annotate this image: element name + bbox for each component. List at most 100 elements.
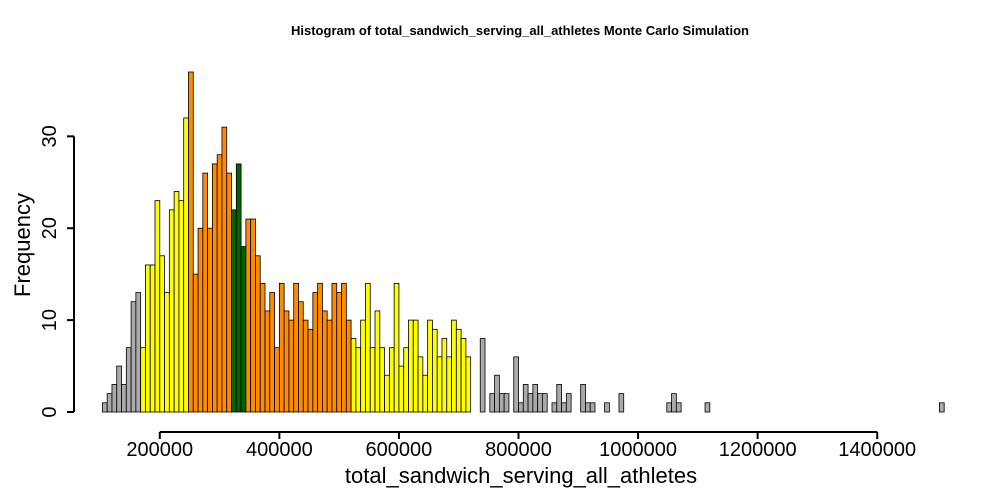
histogram-bar [618, 393, 625, 413]
histogram-bar [235, 163, 242, 413]
histogram-bar [302, 319, 309, 413]
histogram-bar [202, 172, 209, 413]
histogram-bar [580, 384, 586, 413]
histogram-bar [527, 393, 534, 413]
chart-title: Histogram of total_sandwich_serving_all_… [291, 23, 749, 38]
histogram-bar [188, 71, 194, 413]
x-tick-label: 600000 [366, 439, 433, 461]
histogram-bar [388, 347, 395, 413]
histogram-bar [149, 264, 156, 413]
histogram-bar [379, 347, 385, 413]
histogram-bar [369, 347, 376, 413]
histogram-bar [365, 282, 371, 413]
histogram-bar [269, 292, 275, 413]
histogram-bar [288, 319, 295, 413]
histogram-bar [274, 347, 280, 413]
x-tick-label: 800000 [485, 439, 552, 461]
histogram-bar [604, 402, 610, 413]
histogram-bar [101, 402, 108, 413]
x-axis-label: total_sandwich_serving_all_athletes [345, 463, 697, 488]
histogram-bar [326, 319, 333, 413]
histogram-bar [264, 310, 271, 413]
histogram-bar [451, 319, 457, 413]
histogram-bar [412, 319, 419, 413]
y-tick-label: 0 [39, 406, 61, 417]
histogram-bar [140, 347, 146, 413]
histogram-bar [216, 154, 223, 413]
histogram-bar [336, 292, 342, 413]
histogram-bar [498, 393, 505, 413]
histogram-bar [245, 218, 252, 413]
histogram-bar [278, 282, 285, 413]
histogram-bar [164, 292, 170, 413]
histogram-bar [446, 356, 452, 413]
histogram-bar [565, 393, 572, 413]
histogram-bar [154, 200, 161, 413]
histogram-bar [360, 319, 366, 413]
histogram-bar [671, 393, 677, 413]
histogram-bar [135, 292, 142, 413]
histogram-bar [211, 163, 218, 413]
histogram-bar [489, 393, 495, 413]
histogram-bar [561, 402, 567, 413]
histogram-bar [226, 172, 232, 413]
histogram-bar [183, 117, 189, 413]
histogram-bar [121, 384, 127, 413]
histogram-bar [522, 384, 529, 413]
histogram-bar [460, 338, 467, 413]
histogram-bar [455, 328, 462, 413]
histogram-bar [675, 402, 682, 413]
histogram-bar [355, 347, 362, 413]
histogram-bar [221, 126, 228, 413]
histogram-bar [589, 402, 596, 413]
histogram-bar [585, 402, 591, 413]
x-tick-label: 1400000 [838, 439, 916, 461]
histogram-bar [384, 374, 390, 413]
histogram-bar [159, 255, 165, 413]
histogram-bar [116, 365, 122, 413]
histogram-bar [255, 255, 261, 413]
histogram-bar [298, 301, 304, 413]
bars-group [101, 71, 945, 413]
histogram-bar [345, 319, 352, 413]
histogram-bar [240, 246, 247, 413]
y-axis: 0 10 20 30 [39, 125, 75, 418]
histogram-bar [551, 402, 558, 413]
histogram-bar [130, 301, 137, 413]
histogram-bar [441, 338, 448, 413]
histogram-bar [494, 374, 500, 413]
histogram-bar [197, 227, 204, 413]
y-axis-label: Frequency [10, 193, 35, 297]
y-tick-label: 30 [39, 125, 61, 147]
histogram-bar [331, 282, 338, 413]
x-tick-label: 1200000 [719, 439, 797, 461]
histogram-bar [398, 365, 405, 413]
histogram-bar [341, 282, 347, 413]
histogram-bar [403, 347, 409, 413]
histogram-bar [192, 273, 199, 413]
histogram-bar [556, 384, 562, 413]
histogram-bar [322, 310, 328, 413]
histogram-bar [173, 191, 180, 413]
histogram-bar [168, 209, 175, 413]
histogram-bar [293, 282, 299, 413]
histogram-bar [393, 282, 400, 413]
histogram-bar [317, 282, 323, 413]
y-tick-label: 10 [39, 309, 61, 331]
histogram-bar [178, 200, 185, 413]
histogram-bar [125, 347, 132, 413]
y-tick-label: 20 [39, 217, 61, 239]
histogram-bar [307, 328, 314, 413]
histogram-bar [503, 393, 510, 413]
histogram-bar [542, 393, 548, 413]
histogram-bar [145, 264, 151, 413]
histogram-bar [666, 402, 672, 413]
histogram-bar [312, 292, 319, 413]
histogram-bar [250, 218, 256, 413]
histogram-bar [537, 393, 543, 413]
histogram-bar [432, 328, 438, 413]
histogram-bar [518, 402, 524, 413]
histogram-bar [259, 282, 266, 413]
